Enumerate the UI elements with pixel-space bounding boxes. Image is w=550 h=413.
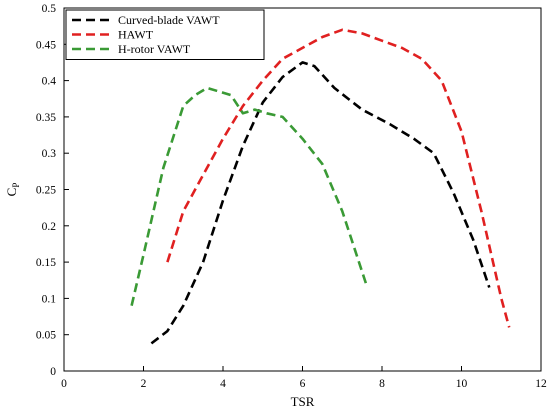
legend-label: HAWT <box>118 28 154 42</box>
legend-box <box>65 9 265 60</box>
y-tick-label: 0.3 <box>42 148 57 160</box>
y-tick-label: 0.35 <box>36 112 56 124</box>
series-line-3 <box>130 86 368 306</box>
axis-tick-labels: 0 2 4 6 8 10 12 0 0.05 0.1 0.15 0.2 0.25 0.3 0.35 0.4 0.… <box>36 3 547 390</box>
series-layer <box>130 28 511 345</box>
y-tick-label: 0.5 <box>42 3 57 15</box>
y-tick-label: 0.25 <box>36 185 56 197</box>
axis-ticks <box>63 7 542 372</box>
y-tick-label: 0.2 <box>42 221 57 233</box>
series-line-2 <box>166 28 511 328</box>
x-tick-label: 6 <box>300 378 306 390</box>
y-axis-label-subscript: P <box>11 183 21 188</box>
x-tick-label: 12 <box>535 378 547 390</box>
y-tick-label: 0.1 <box>42 293 57 305</box>
x-tick-label: 2 <box>141 378 147 390</box>
x-tick-label: 4 <box>220 378 226 390</box>
series-line-1 <box>150 61 491 345</box>
legend-label: Curved-blade VAWT <box>118 13 220 27</box>
y-axis-label-main: C <box>4 188 19 197</box>
x-tick-label: 8 <box>379 378 385 390</box>
x-axis-label: TSR <box>291 394 315 409</box>
y-axis-label: CP <box>4 183 21 197</box>
y-tick-label: 0 <box>50 366 56 378</box>
y-tick-label: 0.05 <box>36 330 56 342</box>
y-tick-label: 0.45 <box>36 39 56 51</box>
y-tick-label: 0.4 <box>42 76 57 88</box>
y-tick-label: 0.15 <box>36 257 56 269</box>
x-tick-label: 0 <box>61 378 67 390</box>
x-tick-label: 10 <box>456 378 468 390</box>
legend-label: H-rotor VAWT <box>118 42 191 56</box>
